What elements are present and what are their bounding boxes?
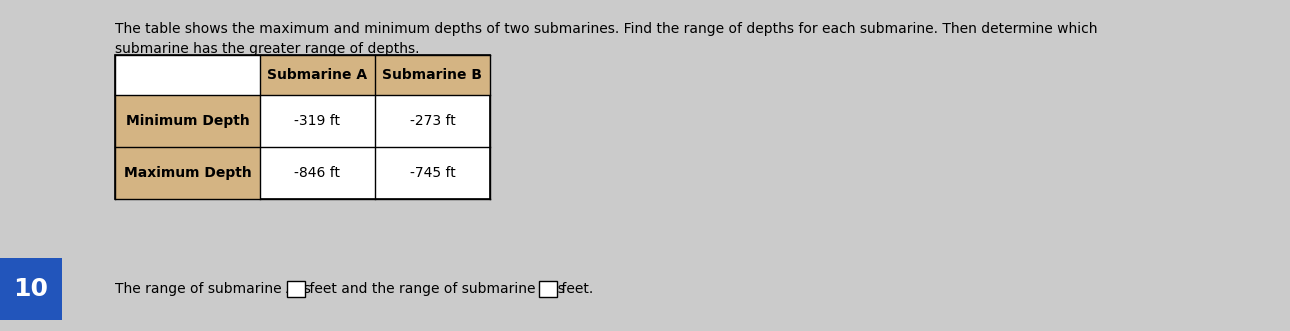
Bar (539, 281, 557, 297)
Text: feet.: feet. (557, 282, 593, 296)
Bar (288, 281, 306, 297)
Bar (115, 95, 261, 147)
Text: The range of submarine A is: The range of submarine A is (115, 282, 315, 296)
Text: Maximum Depth: Maximum Depth (124, 166, 252, 180)
Bar (115, 147, 261, 199)
Text: The table shows the maximum and minimum depths of two submarines. Find the range: The table shows the maximum and minimum … (115, 22, 1098, 36)
Bar (261, 55, 490, 95)
Text: feet and the range of submarine B is: feet and the range of submarine B is (306, 282, 569, 296)
Text: 10: 10 (13, 277, 49, 301)
Text: Minimum Depth: Minimum Depth (125, 114, 249, 128)
Text: Submarine B: Submarine B (383, 68, 482, 82)
Text: Submarine A: Submarine A (267, 68, 368, 82)
Text: -846 ft: -846 ft (294, 166, 341, 180)
Text: -319 ft: -319 ft (294, 114, 341, 128)
Bar (115, 55, 490, 199)
Text: submarine has the greater range of depths.: submarine has the greater range of depth… (115, 42, 419, 56)
Text: -745 ft: -745 ft (410, 166, 455, 180)
Text: -273 ft: -273 ft (410, 114, 455, 128)
Bar (0, 258, 62, 320)
